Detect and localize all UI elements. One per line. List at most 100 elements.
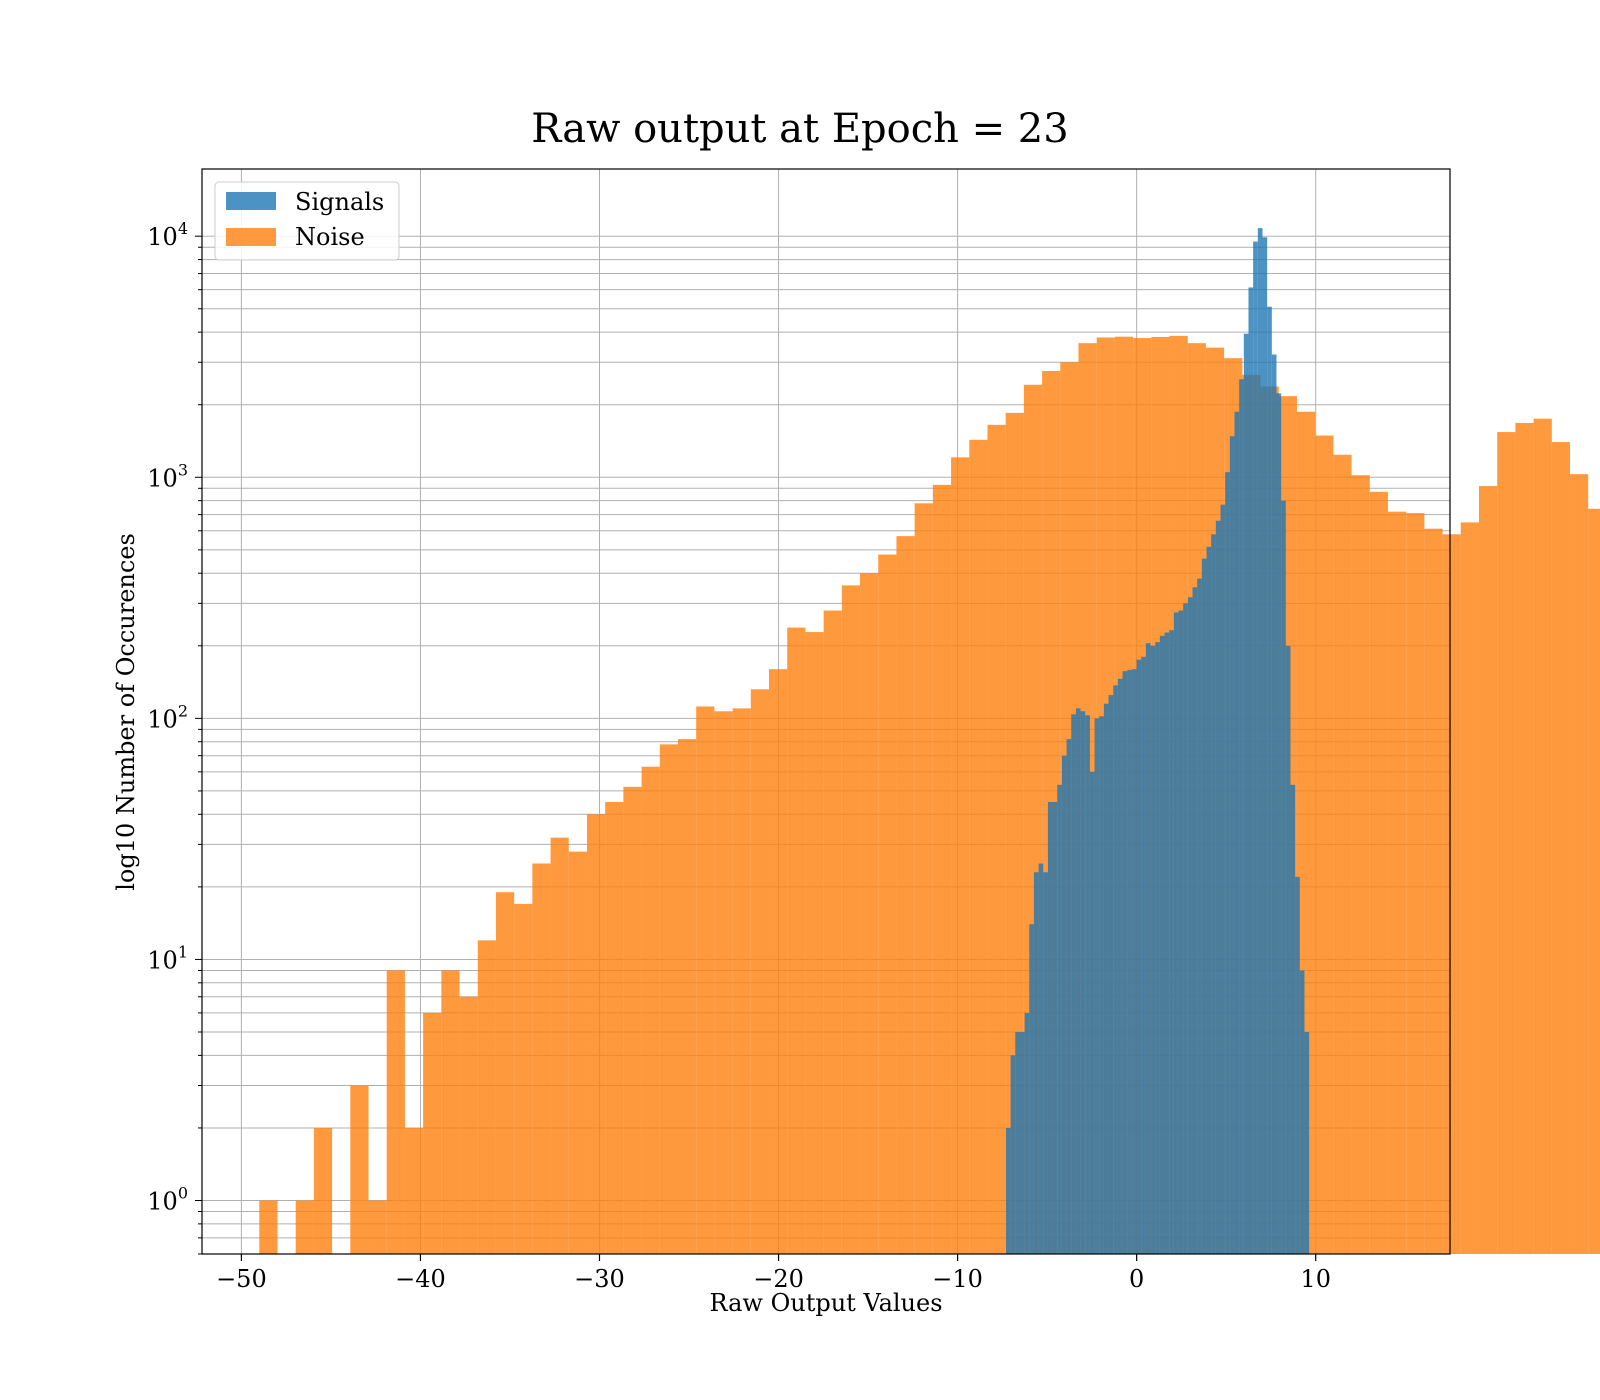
signals-bar xyxy=(1075,708,1081,1254)
legend-label-noise: Noise xyxy=(295,223,365,251)
noise-bar xyxy=(714,711,733,1254)
signals-bar xyxy=(1141,656,1146,1254)
noise-bar xyxy=(987,424,1006,1254)
noise-bar xyxy=(477,940,496,1254)
noise-bar xyxy=(423,1012,442,1254)
signals-bar xyxy=(1271,354,1277,1255)
noise-bar xyxy=(295,1200,314,1254)
noise-bar xyxy=(860,573,879,1254)
noise-bar xyxy=(1460,522,1479,1254)
y-axis-ticks: 100 101 102 103 104 xyxy=(147,219,202,1255)
noise-bars xyxy=(259,335,1600,1255)
x-axis-label: Raw Output Values xyxy=(709,1289,942,1317)
signals-bar xyxy=(1220,504,1226,1254)
x-axis-ticks: −50 −40 −30 −20 −10 0 10 xyxy=(216,1254,1331,1293)
signals-bar xyxy=(1131,669,1137,1254)
noise-bar xyxy=(1442,534,1461,1254)
signals-bar xyxy=(1113,685,1118,1254)
noise-bar xyxy=(1515,422,1534,1254)
signals-bar xyxy=(1234,411,1240,1254)
signals-bar xyxy=(1262,237,1268,1255)
noise-bar xyxy=(951,457,970,1254)
noise-bar xyxy=(1478,486,1498,1254)
signals-bar xyxy=(1215,520,1221,1254)
signals-bar xyxy=(1061,755,1067,1254)
y-tick-label: 103 xyxy=(147,460,188,492)
signals-bar xyxy=(1267,306,1272,1255)
signals-bar xyxy=(1029,924,1034,1254)
noise-bar xyxy=(404,1127,424,1254)
signals-bar xyxy=(1099,716,1104,1254)
noise-bar xyxy=(1387,511,1407,1254)
signals-bar xyxy=(1033,872,1039,1254)
noise-bar xyxy=(696,706,715,1254)
signals-bar xyxy=(1248,287,1254,1254)
signals-bar xyxy=(1276,393,1282,1254)
noise-bar xyxy=(896,536,915,1254)
signals-bar xyxy=(1285,645,1291,1254)
signals-bar xyxy=(1089,771,1095,1254)
signals-bar xyxy=(1253,241,1258,1254)
x-tick-label: −50 xyxy=(216,1265,267,1293)
y-tick-label: 100 xyxy=(147,1184,188,1216)
signals-bar xyxy=(1043,872,1048,1254)
signals-bar xyxy=(1155,642,1160,1254)
signals-bar xyxy=(1187,597,1193,1254)
signals-bar xyxy=(1164,632,1170,1254)
x-tick-label: −40 xyxy=(395,1265,446,1293)
signals-bar xyxy=(1299,970,1305,1254)
legend-label-signals: Signals xyxy=(295,188,384,216)
signals-bar xyxy=(1136,659,1142,1254)
signals-bar xyxy=(1225,472,1230,1255)
signals-bar xyxy=(1066,739,1072,1254)
noise-bar xyxy=(1406,513,1425,1254)
noise-bar xyxy=(1351,475,1370,1254)
y-tick-label: 102 xyxy=(147,701,188,733)
noise-bar xyxy=(313,1127,333,1254)
noise-bar xyxy=(677,739,697,1254)
x-tick-label: −30 xyxy=(574,1265,625,1293)
legend-swatch-signals xyxy=(226,192,276,210)
signals-bar xyxy=(1295,876,1300,1254)
noise-bar xyxy=(1424,528,1443,1254)
noise-bar xyxy=(932,484,952,1254)
signals-bar xyxy=(1239,379,1244,1254)
legend: Signals Noise xyxy=(214,181,400,261)
noise-bar xyxy=(586,814,606,1254)
signals-bar xyxy=(1052,801,1058,1254)
noise-bar xyxy=(1369,491,1388,1254)
noise-bar xyxy=(1588,508,1600,1254)
signals-bar xyxy=(1108,694,1114,1254)
noise-bar xyxy=(969,439,988,1254)
noise-bar xyxy=(805,632,824,1254)
noise-bar xyxy=(368,1200,387,1254)
y-tick-label: 104 xyxy=(147,219,188,251)
noise-bar xyxy=(568,851,587,1254)
signals-bar xyxy=(1201,558,1207,1254)
signals-bar xyxy=(1019,1032,1025,1254)
signals-bar xyxy=(1257,228,1263,1255)
noise-bar xyxy=(1570,474,1589,1254)
signals-bar xyxy=(1094,718,1100,1254)
noise-bar xyxy=(623,786,642,1254)
signals-bar xyxy=(1304,1032,1310,1254)
signals-bar xyxy=(1290,784,1296,1254)
noise-bar xyxy=(459,996,478,1254)
noise-bar xyxy=(605,801,624,1254)
legend-swatch-noise xyxy=(226,228,276,246)
noise-bar xyxy=(550,837,569,1254)
signals-bar xyxy=(1085,715,1090,1254)
noise-bar xyxy=(386,970,405,1254)
noise-bar xyxy=(641,766,660,1254)
signals-bar xyxy=(1047,801,1053,1254)
signals-bar xyxy=(1080,711,1086,1254)
signals-bar xyxy=(1192,587,1198,1254)
noise-bar xyxy=(823,610,842,1254)
signals-bar xyxy=(1150,645,1156,1254)
signals-bar xyxy=(1173,612,1179,1254)
y-axis-label: log10 Number of Occurences xyxy=(112,533,140,891)
signals-bar xyxy=(1122,671,1128,1254)
signals-bar xyxy=(1005,1127,1011,1254)
noise-bar xyxy=(787,627,806,1254)
